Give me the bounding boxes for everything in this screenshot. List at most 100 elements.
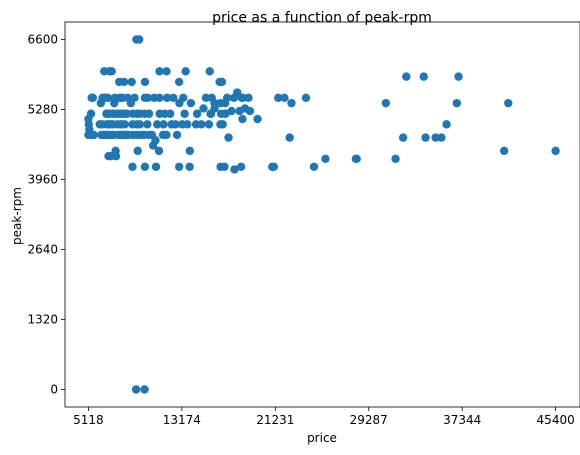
x-tick-label: 29287 <box>350 413 388 427</box>
data-point <box>504 98 513 108</box>
x-axis: 5118 13174 21231 29287 37344 45400 <box>73 407 575 427</box>
data-point <box>244 93 253 103</box>
data-point <box>398 133 408 142</box>
x-tick-label: 5118 <box>73 413 104 427</box>
data-point <box>88 93 98 103</box>
data-point <box>179 93 188 103</box>
data-point <box>218 120 227 129</box>
data-point <box>442 120 451 129</box>
data-point <box>131 385 141 394</box>
data-point <box>227 106 236 116</box>
x-tick-label: 21231 <box>256 413 294 427</box>
data-point <box>140 162 150 171</box>
data-point <box>119 77 129 87</box>
data-point <box>180 109 189 118</box>
y-tick-label: 3960 <box>27 173 58 187</box>
data-point <box>127 77 136 87</box>
data-point <box>197 120 206 129</box>
data-point <box>120 120 129 129</box>
data-point <box>171 120 180 129</box>
data-point <box>183 120 192 129</box>
data-point <box>154 146 164 156</box>
data-point <box>162 130 171 140</box>
data-point <box>172 130 182 140</box>
data-point <box>437 133 446 142</box>
data-point <box>321 154 330 164</box>
data-point <box>402 72 411 81</box>
data-point <box>274 93 283 103</box>
x-tick-label: 45400 <box>537 413 575 427</box>
data-point <box>381 98 391 108</box>
data-point <box>419 72 428 81</box>
data-point <box>151 162 161 171</box>
data-point <box>201 93 211 103</box>
data-point <box>89 130 98 140</box>
data-point <box>220 162 229 171</box>
x-tick-label: 37344 <box>443 413 481 427</box>
data-point <box>452 98 462 108</box>
data-point <box>122 109 132 118</box>
data-point <box>152 120 162 129</box>
data-point <box>205 67 214 76</box>
data-point <box>287 98 296 108</box>
data-point <box>174 162 184 171</box>
data-point <box>454 72 463 81</box>
data-point <box>86 109 96 118</box>
data-point <box>143 93 153 103</box>
data-point <box>421 133 430 142</box>
data-point <box>222 93 232 103</box>
data-point <box>140 77 150 87</box>
data-point <box>111 151 121 161</box>
data-point <box>128 162 137 171</box>
data-point <box>245 106 255 116</box>
data-point <box>134 35 144 44</box>
y-axis: 0 1320 2640 3960 5280 6600 <box>27 33 65 397</box>
data-point <box>181 67 190 76</box>
data-point <box>253 114 262 124</box>
y-tick-label: 6600 <box>27 33 58 47</box>
data-point <box>238 93 247 103</box>
data-point <box>162 67 171 76</box>
data-point <box>192 109 202 118</box>
data-point <box>185 146 195 156</box>
data-point <box>391 154 400 164</box>
y-tick-label: 1320 <box>27 313 58 327</box>
data-point <box>140 385 149 394</box>
y-axis-label: peak-rpm <box>10 187 24 245</box>
data-point <box>236 162 246 171</box>
data-point <box>217 77 227 87</box>
data-point <box>210 104 219 113</box>
data-point <box>238 114 247 124</box>
x-axis-label: price <box>307 431 337 445</box>
data-point <box>143 120 152 129</box>
data-point <box>133 146 142 156</box>
data-point <box>280 93 289 103</box>
data-point <box>107 67 116 76</box>
plot-frame <box>64 21 580 408</box>
y-tick-label: 5280 <box>27 103 58 117</box>
data-point <box>230 165 239 174</box>
data-point <box>224 133 233 142</box>
data-point <box>186 98 196 108</box>
data-point <box>551 146 560 156</box>
data-point <box>135 120 144 129</box>
data-point <box>185 162 194 171</box>
data-point <box>166 109 175 118</box>
data-point <box>151 136 160 145</box>
plot-area <box>84 35 560 394</box>
data-point <box>162 93 172 103</box>
data-point <box>103 93 113 103</box>
data-point <box>155 93 164 103</box>
data-point <box>285 133 294 142</box>
y-tick-label: 2640 <box>27 243 58 257</box>
data-point <box>144 109 154 118</box>
data-point <box>352 154 361 164</box>
data-point <box>155 67 164 76</box>
data-point <box>269 162 279 171</box>
data-point <box>199 104 208 113</box>
data-point <box>159 120 168 129</box>
y-tick-label: 0 <box>50 383 58 397</box>
chart-title: price as a function of peak-rpm <box>212 10 432 26</box>
data-point <box>204 120 214 129</box>
